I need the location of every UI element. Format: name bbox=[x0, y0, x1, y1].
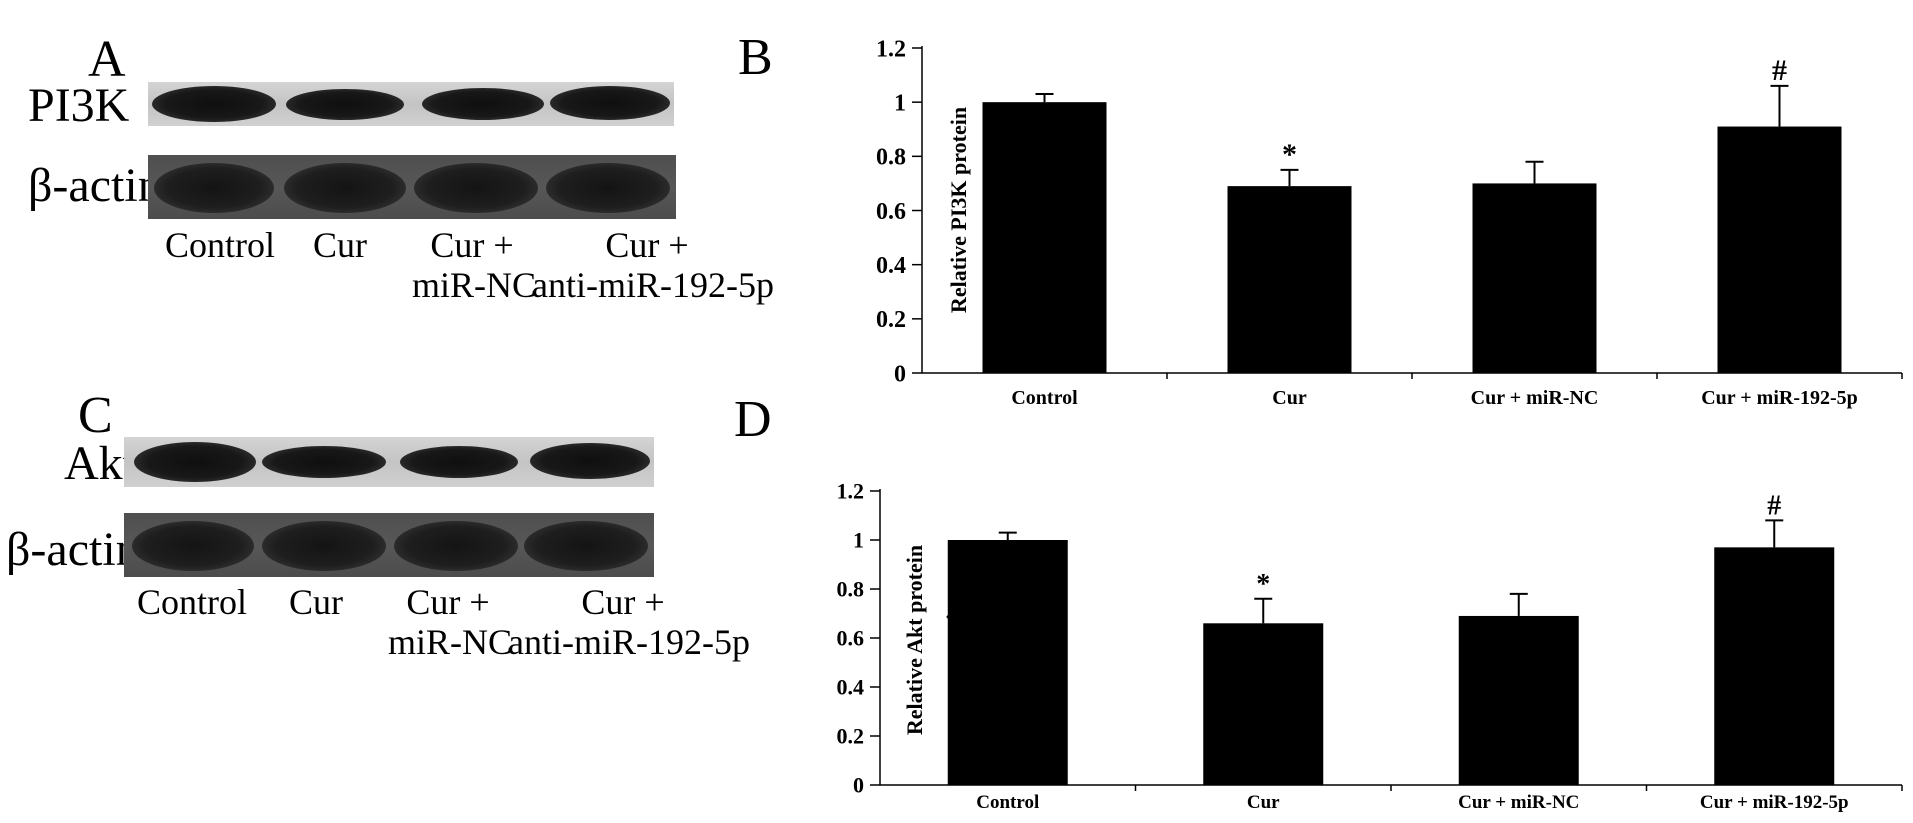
chart-d-bar bbox=[1458, 615, 1579, 785]
actin-blot-a bbox=[148, 155, 676, 219]
akt-band-cur-mirnc bbox=[400, 446, 518, 478]
chart-d-y-tick-label: 0.6 bbox=[837, 626, 865, 651]
chart-d-y-tick-label: 1.2 bbox=[837, 479, 865, 504]
chart-d-y-tick-label: 0.8 bbox=[837, 577, 865, 602]
panel-a-letter: A bbox=[88, 31, 126, 88]
pi3k-row-label: PI3K bbox=[28, 79, 130, 132]
chart-b-category-label: Cur + miR-NC bbox=[1471, 387, 1599, 409]
chart-b-significance-mark: * bbox=[1282, 138, 1297, 171]
actin-band-a-cur bbox=[284, 163, 406, 213]
akt-band-control bbox=[134, 442, 256, 482]
chart-b-category-label: Control bbox=[1011, 387, 1078, 409]
chart-d-significance-mark: # bbox=[1767, 490, 1781, 521]
lane-label-c-control: Control bbox=[136, 582, 247, 622]
chart-b-bar bbox=[982, 102, 1107, 374]
actin-band-c-control bbox=[132, 521, 254, 571]
pi3k-blot bbox=[148, 82, 674, 126]
lane-label-a-control: Control bbox=[164, 225, 275, 265]
pi3k-band-control bbox=[152, 86, 276, 122]
chart-d-category-label: Cur + miR-192-5p bbox=[1700, 792, 1849, 813]
panel-c-letter: C bbox=[78, 387, 113, 444]
chart-b-y-axis-title: expression bbox=[988, 161, 1013, 260]
actin-band-a-cur-anti-mir bbox=[546, 163, 670, 213]
chart-d-category-label: Cur bbox=[1247, 792, 1280, 813]
chart-d-bar bbox=[1203, 623, 1324, 785]
chart-b-y-tick-label: 0.2 bbox=[876, 307, 906, 333]
lane-label-c-cur: Cur bbox=[289, 582, 343, 622]
chart-b-significance-mark: # bbox=[1772, 54, 1787, 87]
lane-label-a-cur-anti-mir: Cur + anti-miR-192-5p bbox=[532, 225, 774, 305]
actin-blot-c bbox=[124, 513, 654, 577]
panel-d-letter: D bbox=[734, 391, 772, 448]
lane-label-c-cur-mirnc: Cur + miR-NC bbox=[388, 582, 513, 662]
chart-b-category-label: Cur + miR-192-5p bbox=[1701, 387, 1858, 409]
actin-row-label-c: β-actin bbox=[6, 523, 140, 576]
lane-label-c-cur-anti-mir: Cur + anti-miR-192-5p bbox=[508, 582, 750, 662]
chart-b-bar bbox=[1472, 183, 1597, 373]
chart-d-category-label: Cur + miR-NC bbox=[1458, 792, 1579, 813]
chart-d-y-axis-title: Relative Akt protein bbox=[902, 545, 927, 735]
lane-label-a-cur: Cur bbox=[313, 225, 367, 265]
chart-d-bar bbox=[1714, 547, 1835, 785]
chart-d-category-label: Control bbox=[976, 792, 1039, 813]
actin-band-c-cur bbox=[262, 521, 386, 571]
chart-b-bar bbox=[1227, 186, 1352, 373]
chart-b-y-tick-label: 0.6 bbox=[876, 199, 906, 225]
actin-band-c-cur-mirnc bbox=[394, 521, 518, 571]
chart-d-y-tick-label: 0.2 bbox=[837, 724, 865, 749]
chart-d-y-tick-label: 0 bbox=[853, 773, 864, 798]
actin-band-a-control bbox=[154, 163, 274, 213]
akt-band-cur bbox=[262, 446, 386, 478]
akt-band-cur-anti-mir bbox=[530, 443, 650, 479]
chart-b-category-label: Cur bbox=[1272, 387, 1307, 409]
pi3k-band-cur-mirnc bbox=[422, 88, 544, 120]
chart-b-y-tick-label: 1.2 bbox=[876, 36, 906, 62]
chart-d-bar bbox=[947, 540, 1068, 785]
chart-b-y-tick-label: 1 bbox=[894, 91, 906, 117]
pi3k-band-cur bbox=[286, 89, 404, 120]
actin-band-a-cur-mirnc bbox=[414, 163, 538, 213]
actin-band-c-cur-anti-mir bbox=[524, 521, 648, 571]
chart-b-y-axis-title: Relative PI3K protein bbox=[946, 107, 971, 313]
lane-label-a-cur-mirnc: Cur + miR-NC bbox=[412, 225, 537, 305]
chart-d-y-tick-label: 1 bbox=[853, 528, 864, 553]
chart-b-y-tick-label: 0 bbox=[894, 361, 906, 387]
panel-b-letter: B bbox=[738, 29, 773, 86]
actin-row-label-a: β-actin bbox=[28, 159, 162, 212]
chart-b-bar bbox=[1717, 126, 1842, 374]
akt-blot bbox=[124, 437, 654, 487]
chart-d-y-axis-title: expression bbox=[942, 591, 967, 690]
chart-b-y-tick-label: 0.4 bbox=[876, 253, 906, 279]
chart-b-y-tick-label: 0.8 bbox=[876, 145, 906, 171]
pi3k-band-cur-anti-mir bbox=[550, 86, 670, 120]
chart-d-significance-mark: * bbox=[1256, 569, 1270, 600]
chart-d-y-tick-label: 0.4 bbox=[837, 675, 865, 700]
